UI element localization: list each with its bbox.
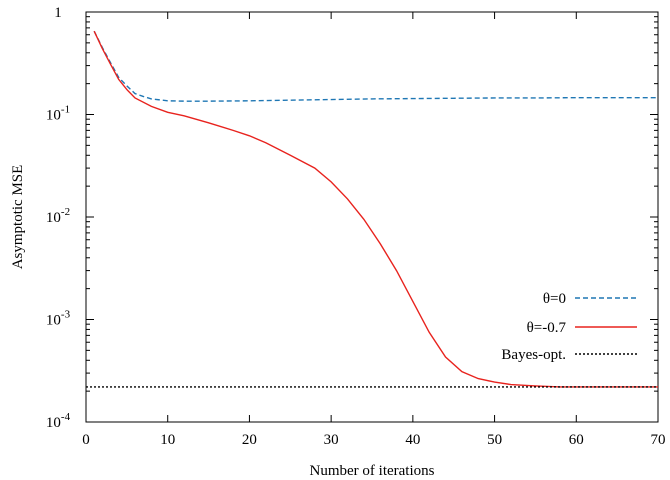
legend-label-1: θ=-0.7 (527, 320, 567, 336)
y-axis-label: Asymptotic MSE (10, 165, 26, 270)
series-layer (86, 30, 658, 388)
y-tick-label: 10-4 (46, 411, 71, 431)
plot-frame (85, 11, 659, 423)
y-tick-label: 10-1 (46, 104, 70, 124)
x-axis-label: Number of iterations (310, 463, 435, 479)
legend: θ=0 θ=-0.7 Bayes-opt. (501, 291, 637, 363)
x-tick-label: 50 (487, 432, 502, 448)
axis-ticks (85, 11, 659, 423)
y-tick-labels: 1 10-1 10-2 10-3 10-4 (46, 5, 71, 431)
x-tick-label: 70 (651, 432, 666, 448)
y-tick-label: 10-2 (46, 206, 70, 226)
x-tick-label: 10 (160, 432, 175, 448)
x-tick-label: 40 (405, 432, 420, 448)
y-tick-label: 10-3 (46, 309, 71, 329)
series-line-0 (93, 30, 658, 102)
legend-label-2: Bayes-opt. (501, 347, 566, 363)
series-line-1 (93, 30, 658, 388)
x-tick-label: 20 (242, 432, 257, 448)
plot-area-frame (85, 11, 659, 423)
legend-label-0: θ=0 (543, 291, 566, 307)
y-tick-label: 1 (54, 5, 62, 21)
x-tick-label: 30 (324, 432, 339, 448)
x-tick-labels: 0 10 20 30 40 50 60 70 (82, 432, 665, 448)
x-tick-label: 0 (82, 432, 90, 448)
x-tick-label: 60 (569, 432, 584, 448)
